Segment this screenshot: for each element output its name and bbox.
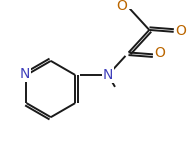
Text: O: O	[175, 24, 186, 38]
Text: O: O	[154, 46, 165, 60]
Text: O: O	[117, 0, 127, 14]
Text: N: N	[19, 67, 30, 81]
Text: N: N	[103, 68, 113, 82]
